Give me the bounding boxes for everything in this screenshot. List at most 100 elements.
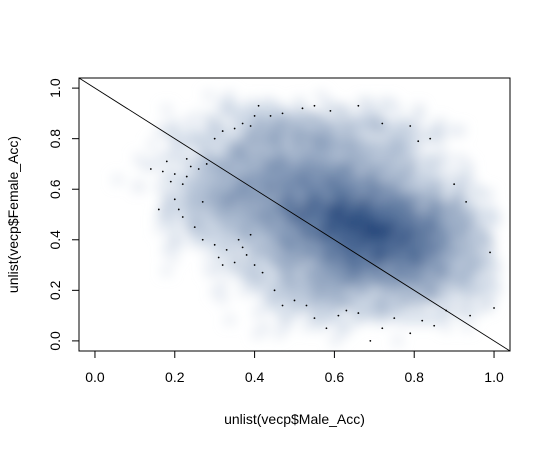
density-cell: [485, 211, 493, 219]
density-cell: [471, 288, 479, 296]
density-cell: [289, 225, 297, 233]
density-cell: [282, 239, 290, 247]
density-cell: [303, 211, 311, 219]
density-cell: [408, 169, 416, 177]
density-cell: [275, 260, 283, 268]
density-cell: [352, 274, 360, 282]
density-cell: [464, 246, 472, 254]
density-cell: [317, 176, 325, 184]
density-cell: [303, 246, 311, 254]
density-cell: [359, 113, 367, 121]
density-cell: [170, 204, 178, 212]
density-cell: [338, 218, 346, 226]
density-cell: [338, 106, 346, 114]
density-cell: [359, 162, 367, 170]
density-cell: [394, 281, 402, 289]
density-cell: [170, 127, 178, 135]
density-cell: [282, 309, 290, 317]
outlier-point: [329, 109, 332, 112]
density-cell: [485, 302, 493, 310]
density-cell: [408, 288, 416, 296]
density-cell: [282, 288, 290, 296]
density-cell: [254, 281, 262, 289]
density-cell: [317, 134, 325, 142]
density-cell: [282, 218, 290, 226]
density-cell: [443, 274, 451, 282]
density-cell: [324, 260, 332, 268]
density-cell: [247, 190, 255, 198]
density-cell: [268, 141, 276, 149]
density-cell: [359, 218, 367, 226]
density-cell: [380, 106, 388, 114]
density-cell: [261, 323, 269, 331]
density-cell: [443, 211, 451, 219]
density-cell: [478, 302, 486, 310]
density-cell: [156, 225, 164, 233]
density-cell: [205, 120, 213, 128]
density-cell: [380, 295, 388, 303]
outlier-point: [193, 226, 196, 229]
density-cell: [205, 148, 213, 156]
density-cell: [240, 113, 248, 121]
density-cell: [268, 218, 276, 226]
density-cell: [366, 225, 374, 233]
density-cell: [317, 141, 325, 149]
density-cell: [233, 169, 241, 177]
density-cell: [282, 246, 290, 254]
density-cell: [422, 232, 430, 240]
outlier-point: [161, 170, 164, 173]
density-cell: [303, 267, 311, 275]
density-cell: [310, 134, 318, 142]
density-cell: [331, 253, 339, 261]
density-cell: [373, 239, 381, 247]
density-cell: [233, 148, 241, 156]
density-cell: [303, 197, 311, 205]
density-cell: [373, 260, 381, 268]
density-cell: [226, 267, 234, 275]
density-cell: [282, 197, 290, 205]
density-cell: [303, 225, 311, 233]
density-cell: [338, 281, 346, 289]
outlier-point: [381, 122, 384, 125]
density-cell: [226, 141, 234, 149]
density-cell: [324, 225, 332, 233]
density-cell: [198, 211, 206, 219]
density-cell: [345, 134, 353, 142]
density-cell: [380, 204, 388, 212]
density-cell: [247, 106, 255, 114]
density-cell: [394, 211, 402, 219]
density-cell: [429, 155, 437, 163]
density-cell: [450, 302, 458, 310]
density-cell: [254, 288, 262, 296]
density-cell: [345, 246, 353, 254]
density-cell: [464, 162, 472, 170]
density-cell: [380, 211, 388, 219]
density-cell: [387, 120, 395, 128]
density-cell: [268, 99, 276, 107]
density-cell: [240, 183, 248, 191]
density-cell: [429, 225, 437, 233]
density-cell: [198, 239, 206, 247]
density-cell: [373, 120, 381, 128]
density-cell: [338, 190, 346, 198]
density-cell: [401, 176, 409, 184]
density-cell: [170, 218, 178, 226]
density-cell: [373, 183, 381, 191]
density-cell: [254, 309, 262, 317]
density-cell: [345, 288, 353, 296]
density-cell: [401, 239, 409, 247]
density-cell: [247, 197, 255, 205]
density-cell: [366, 176, 374, 184]
density-cell: [289, 197, 297, 205]
density-cell: [240, 211, 248, 219]
density-cell: [268, 288, 276, 296]
density-cell: [436, 183, 444, 191]
density-cell: [359, 253, 367, 261]
density-cell: [254, 148, 262, 156]
density-cell: [415, 281, 423, 289]
density-cell: [261, 232, 269, 240]
density-cell: [338, 253, 346, 261]
density-cell: [401, 169, 409, 177]
density-cell: [478, 190, 486, 198]
density-cell: [408, 316, 416, 324]
